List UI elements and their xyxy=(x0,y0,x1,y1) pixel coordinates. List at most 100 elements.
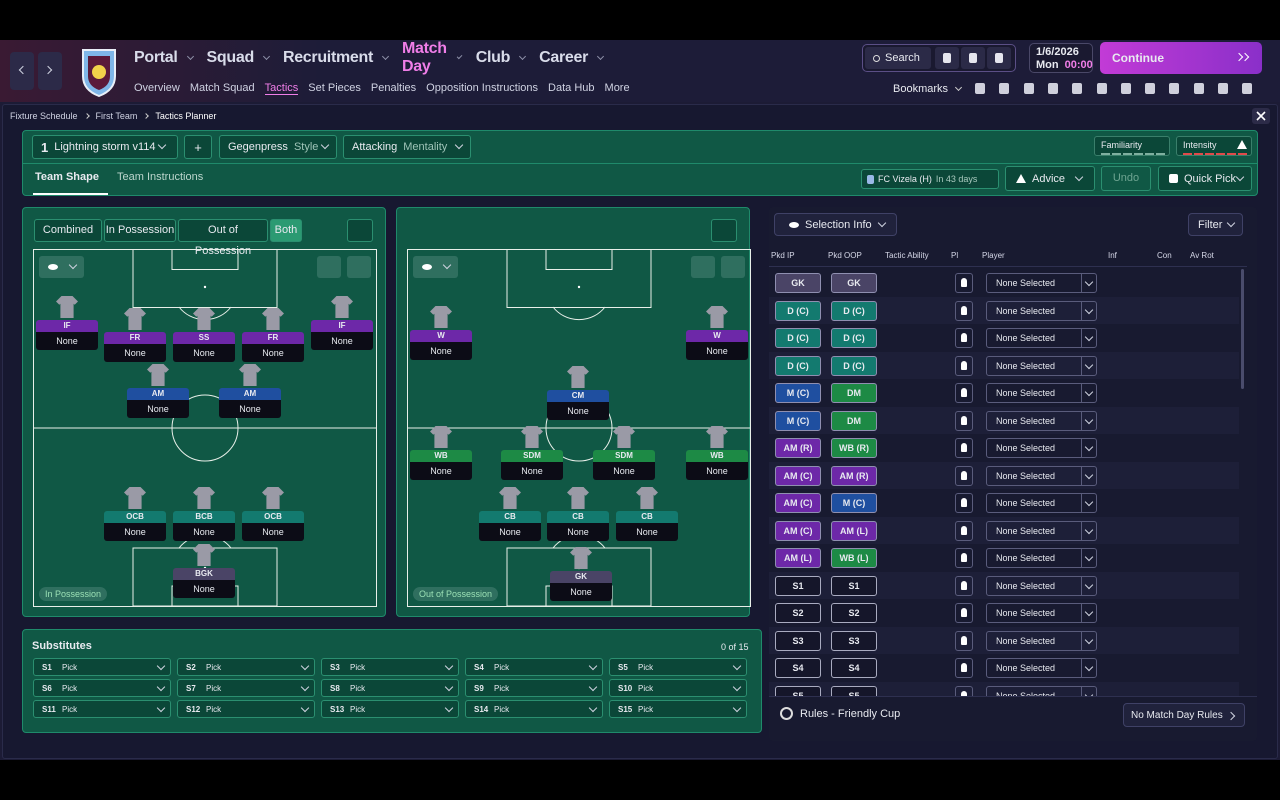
sub-nav-item[interactable]: Match Squad xyxy=(189,82,255,94)
undo-button[interactable]: Undo xyxy=(1101,166,1151,191)
sub-slot[interactable]: S1 Pick xyxy=(33,658,171,676)
tab[interactable]: Team Instructions xyxy=(117,171,204,183)
nav-item[interactable]: Career xyxy=(539,49,605,67)
player-icon-button[interactable] xyxy=(955,685,973,697)
player-card[interactable]: AM None xyxy=(219,364,281,418)
sub-slot[interactable]: S2 Pick xyxy=(177,658,315,676)
close-button[interactable] xyxy=(1252,108,1270,124)
player-card[interactable]: FR None xyxy=(104,308,166,362)
player-icon-button[interactable] xyxy=(955,548,973,568)
visibility-toggle[interactable] xyxy=(39,256,84,278)
continue-button[interactable]: Continue xyxy=(1100,42,1262,74)
player-dropdown[interactable]: None Selected xyxy=(986,300,1097,321)
mentality-select[interactable]: Attacking Mentality xyxy=(343,135,471,159)
header-icon-button[interactable] xyxy=(987,47,1011,69)
player-card[interactable]: W None xyxy=(686,306,748,360)
player-icon-button[interactable] xyxy=(955,465,973,486)
bookmark-icon[interactable] xyxy=(1096,83,1107,94)
bookmark-icon[interactable] xyxy=(1193,83,1204,94)
player-dropdown[interactable]: None Selected xyxy=(986,658,1097,678)
position-badge[interactable]: D (C) xyxy=(831,300,877,321)
bookmark-icon[interactable] xyxy=(1047,83,1058,94)
sub-slot[interactable]: S8 Pick xyxy=(321,679,459,697)
position-badge[interactable]: AM (C) xyxy=(775,465,821,486)
sub-slot[interactable]: S11 Pick xyxy=(33,700,171,718)
player-icon-button[interactable] xyxy=(955,273,973,293)
sub-slot[interactable]: S15 Pick xyxy=(609,700,747,718)
player-dropdown[interactable]: None Selected xyxy=(986,355,1097,376)
nav-item[interactable]: Portal xyxy=(134,49,194,67)
bookmark-icon[interactable] xyxy=(1218,83,1228,94)
player-icon-button[interactable] xyxy=(955,355,973,376)
player-card[interactable]: IF None xyxy=(311,296,373,350)
player-card[interactable]: CB None xyxy=(616,487,678,541)
player-dropdown[interactable]: None Selected xyxy=(986,273,1097,293)
column-header[interactable]: Pl xyxy=(951,251,959,260)
position-badge[interactable]: D (C) xyxy=(775,300,821,321)
sub-nav-item[interactable]: More xyxy=(604,82,630,94)
quick-pick-button[interactable]: Quick Pick xyxy=(1158,166,1252,191)
position-badge[interactable]: S1 xyxy=(831,575,877,596)
sub-slot[interactable]: S6 Pick xyxy=(33,679,171,697)
position-badge[interactable]: WB (L) xyxy=(831,548,877,568)
pitch-tool-button[interactable] xyxy=(347,256,371,278)
tab[interactable]: Team Shape xyxy=(35,171,99,183)
header-icon-button[interactable] xyxy=(935,47,959,69)
player-card[interactable]: SDM None xyxy=(501,426,563,480)
view-tab[interactable]: Out of Possession xyxy=(178,219,268,257)
position-badge[interactable]: AM (L) xyxy=(831,520,877,541)
position-badge[interactable]: D (C) xyxy=(775,355,821,376)
position-badge[interactable]: DM xyxy=(831,410,877,431)
add-tactic[interactable]: + xyxy=(184,135,212,159)
player-icon-button[interactable] xyxy=(955,300,973,321)
match-day-rules-button[interactable]: No Match Day Rules xyxy=(1123,703,1245,727)
player-card[interactable]: BGK None xyxy=(173,544,235,598)
player-dropdown[interactable]: None Selected xyxy=(986,520,1097,541)
pitch-tool-button[interactable] xyxy=(691,256,715,278)
pitch-settings-button[interactable] xyxy=(711,219,737,242)
position-badge[interactable]: M (C) xyxy=(831,493,877,513)
player-dropdown[interactable]: None Selected xyxy=(986,630,1097,651)
sub-slot[interactable]: S3 Pick xyxy=(321,658,459,676)
nav-item[interactable]: Club xyxy=(476,49,527,67)
position-badge[interactable]: AM (C) xyxy=(775,520,821,541)
player-card[interactable]: AM None xyxy=(127,364,189,418)
player-card[interactable]: OCB None xyxy=(104,487,166,541)
column-header[interactable]: Con xyxy=(1157,251,1172,260)
position-badge[interactable]: S3 xyxy=(831,630,877,651)
player-card[interactable]: SDM None xyxy=(593,426,655,480)
breadcrumb-item[interactable]: Fixture Schedule xyxy=(10,111,78,121)
player-card[interactable]: CM None xyxy=(547,366,609,420)
player-card[interactable]: W None xyxy=(410,306,472,360)
column-header[interactable]: Av Rot xyxy=(1190,251,1214,260)
player-card[interactable]: IF None xyxy=(36,296,98,350)
player-icon-button[interactable] xyxy=(955,438,973,458)
sub-slot[interactable]: S12 Pick xyxy=(177,700,315,718)
sub-slot[interactable]: S5 Pick xyxy=(609,658,747,676)
player-card[interactable]: GK None xyxy=(550,547,612,601)
player-card[interactable]: FR None xyxy=(242,308,304,362)
nav-item[interactable]: Recruitment xyxy=(283,49,390,67)
player-dropdown[interactable]: None Selected xyxy=(986,410,1097,431)
style-select[interactable]: Gegenpress Style xyxy=(219,135,337,159)
bookmark-icon[interactable] xyxy=(1023,83,1034,94)
bookmark-icon[interactable] xyxy=(1242,83,1253,94)
bookmark-icon[interactable] xyxy=(1120,83,1131,94)
sub-slot[interactable]: S9 Pick xyxy=(465,679,603,697)
sub-slot[interactable]: S10 Pick xyxy=(609,679,747,697)
visibility-toggle[interactable] xyxy=(413,256,458,278)
bookmark-icon[interactable] xyxy=(1169,83,1180,94)
column-header[interactable]: Tactic Ability xyxy=(885,251,929,260)
position-badge[interactable]: AM (C) xyxy=(775,493,821,513)
position-badge[interactable]: AM (L) xyxy=(775,548,821,568)
player-card[interactable]: WB None xyxy=(410,426,472,480)
header-icon-button[interactable] xyxy=(961,47,985,69)
player-dropdown[interactable]: None Selected xyxy=(986,328,1097,348)
position-badge[interactable]: WB (R) xyxy=(831,438,877,458)
selection-info-button[interactable]: Selection Info xyxy=(774,213,897,236)
player-icon-button[interactable] xyxy=(955,493,973,513)
player-dropdown[interactable]: None Selected xyxy=(986,465,1097,486)
player-icon-button[interactable] xyxy=(955,658,973,678)
sub-slot[interactable]: S4 Pick xyxy=(465,658,603,676)
sub-nav-item[interactable]: Opposition Instructions xyxy=(426,82,539,94)
